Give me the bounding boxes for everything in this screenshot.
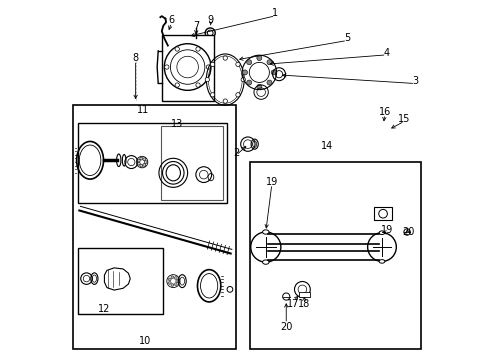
Bar bbox=[250, 162, 421, 348]
Circle shape bbox=[140, 157, 143, 160]
Circle shape bbox=[137, 162, 140, 165]
Circle shape bbox=[175, 47, 179, 51]
Text: 20: 20 bbox=[280, 322, 293, 332]
Text: 18: 18 bbox=[298, 299, 310, 309]
Bar bbox=[374, 207, 392, 220]
Circle shape bbox=[267, 60, 272, 65]
Circle shape bbox=[171, 276, 174, 279]
Circle shape bbox=[168, 278, 171, 281]
Circle shape bbox=[236, 93, 240, 97]
Circle shape bbox=[246, 80, 252, 85]
Text: 5: 5 bbox=[344, 33, 350, 43]
Circle shape bbox=[206, 65, 211, 69]
Text: 6: 6 bbox=[169, 15, 174, 26]
Bar bbox=[73, 105, 236, 348]
Text: 15: 15 bbox=[398, 114, 411, 124]
Text: 10: 10 bbox=[139, 336, 151, 346]
Bar bbox=[162, 35, 214, 101]
Text: 12: 12 bbox=[98, 304, 111, 314]
Bar bbox=[78, 248, 163, 315]
Ellipse shape bbox=[379, 231, 385, 234]
Text: 14: 14 bbox=[321, 141, 334, 151]
Circle shape bbox=[223, 56, 227, 60]
Text: 16: 16 bbox=[379, 107, 391, 117]
Circle shape bbox=[246, 60, 252, 65]
Circle shape bbox=[143, 163, 146, 166]
Text: 8: 8 bbox=[133, 53, 139, 63]
Bar bbox=[78, 123, 227, 203]
Circle shape bbox=[210, 62, 215, 67]
Text: 4: 4 bbox=[384, 48, 390, 58]
Polygon shape bbox=[104, 268, 130, 290]
Circle shape bbox=[257, 84, 262, 89]
Text: 2: 2 bbox=[233, 148, 239, 158]
Text: 19: 19 bbox=[381, 225, 393, 235]
Circle shape bbox=[241, 77, 245, 82]
Circle shape bbox=[196, 47, 200, 51]
Text: 1: 1 bbox=[272, 8, 278, 18]
Text: 19: 19 bbox=[266, 177, 278, 187]
Text: 17: 17 bbox=[287, 299, 299, 309]
Circle shape bbox=[176, 280, 179, 283]
Circle shape bbox=[243, 70, 247, 75]
Ellipse shape bbox=[263, 230, 269, 234]
Text: 13: 13 bbox=[171, 120, 183, 129]
Circle shape bbox=[194, 39, 197, 42]
Circle shape bbox=[144, 161, 147, 163]
Text: 3: 3 bbox=[412, 76, 418, 86]
Circle shape bbox=[168, 282, 171, 284]
Text: 9: 9 bbox=[208, 15, 214, 26]
Circle shape bbox=[143, 158, 146, 161]
Circle shape bbox=[174, 283, 177, 285]
Circle shape bbox=[171, 284, 174, 287]
Circle shape bbox=[174, 276, 177, 279]
Ellipse shape bbox=[263, 260, 269, 264]
Circle shape bbox=[257, 55, 262, 60]
Circle shape bbox=[140, 164, 143, 167]
Bar bbox=[161, 126, 223, 200]
Circle shape bbox=[165, 65, 169, 69]
Ellipse shape bbox=[379, 260, 385, 263]
Bar bbox=[299, 292, 310, 297]
Text: 7: 7 bbox=[194, 21, 200, 31]
Circle shape bbox=[210, 93, 215, 97]
Circle shape bbox=[205, 77, 210, 82]
Circle shape bbox=[196, 83, 200, 87]
Circle shape bbox=[271, 70, 276, 75]
Circle shape bbox=[175, 83, 179, 87]
Text: 20: 20 bbox=[402, 227, 415, 237]
Circle shape bbox=[137, 159, 140, 162]
Circle shape bbox=[223, 99, 227, 103]
Text: 11: 11 bbox=[137, 105, 149, 115]
Circle shape bbox=[236, 62, 240, 67]
Circle shape bbox=[166, 44, 171, 49]
Circle shape bbox=[267, 80, 272, 85]
